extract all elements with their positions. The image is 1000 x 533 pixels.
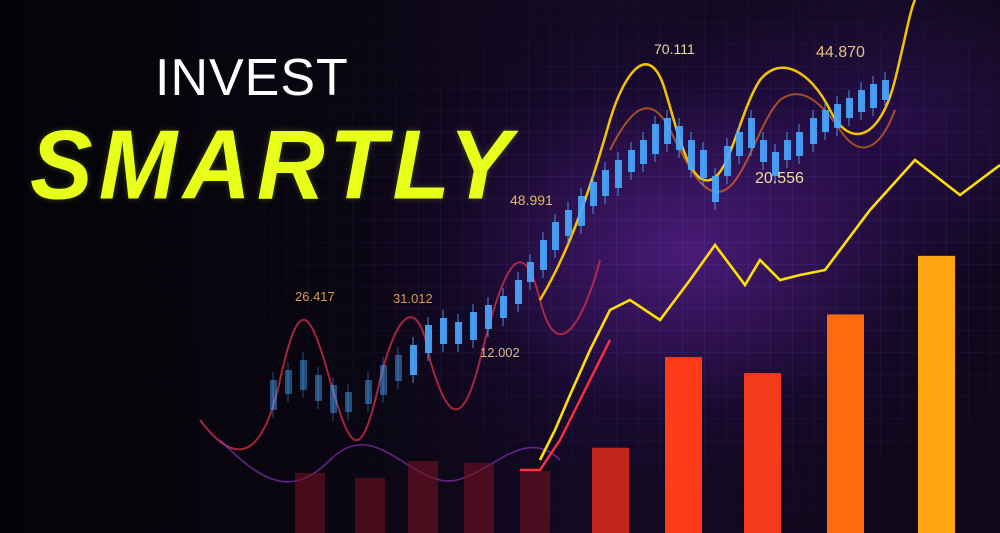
purple-wave-line — [219, 439, 561, 483]
candle-body — [810, 118, 817, 144]
candle-body — [440, 318, 447, 344]
bar-1 — [592, 447, 629, 533]
candle-body — [527, 262, 534, 282]
candle-body — [500, 296, 507, 318]
candle-body — [760, 140, 767, 162]
candle-body — [652, 124, 659, 154]
candle-body — [552, 222, 559, 250]
price-label-70-111: 70.111 — [654, 41, 695, 57]
price-label-31-012: 31.012 — [393, 291, 433, 306]
price-label-26-417: 26.417 — [295, 289, 335, 304]
candle-body — [724, 146, 731, 176]
candle-body — [590, 182, 597, 206]
candle-body — [470, 312, 477, 340]
candle-body — [664, 118, 671, 144]
bar-series — [295, 255, 955, 533]
faint-bar — [464, 463, 494, 533]
faint-bar — [408, 461, 438, 533]
candle-body — [315, 375, 322, 401]
candle-body — [736, 132, 743, 156]
candle-body — [796, 132, 803, 156]
candle-body — [395, 355, 402, 381]
headline-smartly: SMARTLY — [30, 109, 518, 220]
bar-3 — [744, 373, 781, 533]
bar-5 — [918, 255, 955, 533]
red-trend-line — [520, 339, 612, 472]
bar-2 — [665, 357, 702, 533]
candlestick-series — [270, 72, 889, 421]
candle-body — [345, 392, 352, 412]
candle-body — [784, 140, 791, 160]
candle-body — [285, 370, 292, 394]
candle-body — [380, 365, 387, 395]
candle-body — [882, 80, 889, 100]
faint-bar — [520, 471, 550, 533]
candle-body — [834, 104, 841, 128]
candle-body — [578, 196, 585, 226]
candle-body — [410, 345, 417, 375]
candle-body — [772, 152, 779, 176]
candle-body — [330, 385, 337, 413]
candle-body — [688, 140, 695, 170]
candle-body — [615, 160, 622, 188]
price-label-12-002: 12.002 — [480, 345, 520, 360]
candle-body — [676, 126, 683, 150]
candle-body — [515, 280, 522, 304]
candle-body — [425, 325, 432, 353]
price-label-44-870: 44.870 — [816, 44, 865, 61]
red-wave-line — [199, 259, 601, 451]
candle-body — [628, 150, 635, 172]
candle-body — [455, 322, 462, 344]
price-label-48-991: 48.991 — [510, 192, 553, 208]
candle-body — [565, 210, 572, 236]
faint-bar — [355, 478, 385, 533]
candle-body — [748, 118, 755, 148]
candle-body — [602, 170, 609, 196]
candle-body — [846, 98, 853, 118]
bar-4 — [827, 314, 864, 533]
candle-body — [712, 176, 719, 202]
price-labels: 70.111 44.870 48.991 20.556 26.417 31.01… — [295, 41, 865, 360]
faint-bar — [295, 473, 325, 533]
candle-body — [858, 90, 865, 112]
candle-body — [485, 305, 492, 329]
yellow-trend-line — [538, 158, 1000, 461]
candle-body — [365, 380, 372, 404]
candle-body — [300, 360, 307, 390]
candle-body — [822, 110, 829, 132]
headline-invest: INVEST — [155, 49, 349, 107]
candle-body — [870, 84, 877, 108]
candle-body — [540, 240, 547, 270]
price-label-20-556: 20.556 — [755, 170, 804, 187]
candle-body — [270, 380, 277, 410]
candle-body — [640, 140, 647, 164]
orange-wave-line — [609, 93, 896, 193]
candle-body — [700, 150, 707, 178]
